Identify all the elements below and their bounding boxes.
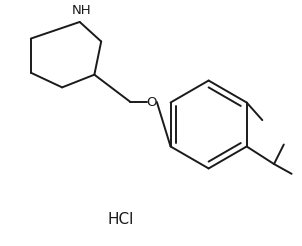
Text: HCl: HCl	[108, 212, 134, 227]
Text: O: O	[147, 95, 157, 108]
Text: NH: NH	[72, 4, 92, 17]
